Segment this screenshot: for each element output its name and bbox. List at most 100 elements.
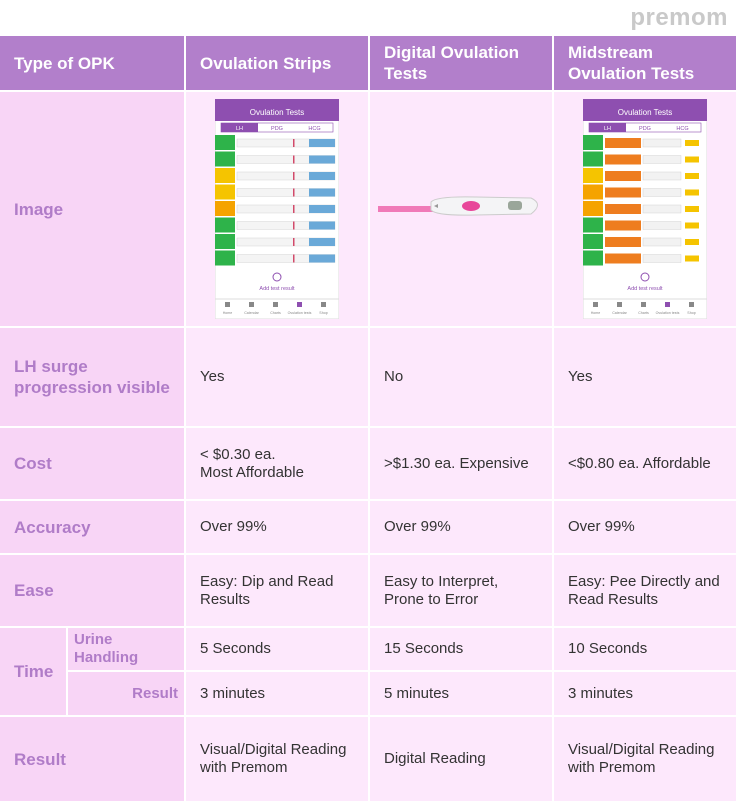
strip-line xyxy=(293,238,295,246)
cell: No xyxy=(370,328,552,426)
row-label: Accuracy xyxy=(0,501,184,553)
strip-window xyxy=(642,155,682,164)
cell: Visual/Digital Reading with Premom xyxy=(554,717,736,801)
nav-label: Calendar xyxy=(244,311,259,315)
add-icon xyxy=(272,272,282,282)
header-cell: Ovulation Strips xyxy=(186,36,368,90)
image-cell: Ovulation Tests LH PDG HCG Add test result Ho… xyxy=(186,92,368,326)
row-tag xyxy=(215,217,235,233)
row-tag xyxy=(215,201,235,216)
row-tag xyxy=(583,250,603,266)
row-tag xyxy=(583,168,603,183)
cell: < $0.30 ea. Most Affordable xyxy=(186,428,368,499)
cell: 5 minutes xyxy=(370,672,552,715)
cell: Over 99% xyxy=(370,501,552,553)
add-label: Add test result xyxy=(259,286,295,292)
row-tag xyxy=(583,135,603,150)
app-title: Ovulation Tests xyxy=(250,108,305,117)
nav-label: Home xyxy=(591,311,601,315)
app-screenshot: Ovulation Tests LH PDG HCG Add test result Ho… xyxy=(583,99,707,319)
strip-line xyxy=(293,188,295,197)
row-tag xyxy=(215,250,235,266)
row-label: Image xyxy=(0,92,184,326)
nav-icon xyxy=(249,302,254,307)
nav-label: Charts xyxy=(270,311,281,315)
row-label: Time xyxy=(0,628,66,715)
app-screenshot: Ovulation Tests LH PDG HCG Add test result Ho… xyxy=(215,99,339,319)
image-cell xyxy=(370,92,552,326)
cell: 15 Seconds xyxy=(370,628,552,670)
nav-icon xyxy=(225,302,230,307)
tab: LH xyxy=(236,126,243,132)
cell: Easy: Pee Directly and Read Results xyxy=(554,555,736,626)
nav-icon xyxy=(593,302,598,307)
strip-line xyxy=(293,254,295,263)
logo: premom xyxy=(630,4,728,31)
row-tag xyxy=(215,234,235,249)
strip xyxy=(605,138,641,148)
nav-icon xyxy=(297,302,302,307)
strip-logo xyxy=(685,140,699,146)
strip-window xyxy=(642,221,682,230)
row-label: Result xyxy=(0,717,184,801)
nav-label: Home xyxy=(223,311,233,315)
tab-active xyxy=(589,123,626,132)
nav-label: Shop xyxy=(687,311,695,315)
nav-icon xyxy=(689,302,694,307)
strip-end xyxy=(309,188,335,197)
row-tag xyxy=(215,184,235,200)
tab: PDG xyxy=(639,126,651,132)
row-label: Ease xyxy=(0,555,184,626)
strip-window xyxy=(642,237,682,247)
strip xyxy=(605,154,641,165)
cell: Digital Reading xyxy=(370,717,552,801)
strip-line xyxy=(293,155,295,164)
strip-logo xyxy=(685,206,699,212)
cell: >$1.30 ea. Expensive xyxy=(370,428,552,499)
strip-window xyxy=(642,204,682,214)
add-icon xyxy=(640,272,650,282)
cell: Over 99% xyxy=(186,501,368,553)
strip-line xyxy=(293,221,295,230)
cell: 3 minutes xyxy=(186,672,368,715)
app-title: Ovulation Tests xyxy=(618,108,673,117)
strip xyxy=(605,204,641,214)
app-bar xyxy=(215,99,339,121)
header-cell: Digital Ovulation Tests xyxy=(370,36,552,90)
row-tag xyxy=(215,151,235,167)
sub-label: Result xyxy=(68,672,184,715)
tab: LH xyxy=(604,126,611,132)
image-cell: Ovulation Tests LH PDG HCG Add test result Ho… xyxy=(554,92,736,326)
row-label: Cost xyxy=(0,428,184,499)
tab-active xyxy=(221,123,258,132)
strip-logo xyxy=(685,239,699,245)
row-tag xyxy=(583,151,603,167)
cell: Visual/Digital Reading with Premom xyxy=(186,717,368,801)
strip xyxy=(605,171,641,181)
strip-end xyxy=(309,254,335,263)
cell: Easy: Dip and Read Results xyxy=(186,555,368,626)
cell: Yes xyxy=(186,328,368,426)
strip-window xyxy=(642,254,682,263)
nav-icon xyxy=(665,302,670,307)
nav-icon xyxy=(321,302,326,307)
sub-label: Urine Handling xyxy=(68,628,184,670)
strip-window xyxy=(642,171,682,181)
cell: 3 minutes xyxy=(554,672,736,715)
strip-logo xyxy=(685,156,699,163)
nav-label: Ovulation tests xyxy=(656,311,680,315)
strip-end xyxy=(309,139,335,147)
strip-end xyxy=(309,155,335,164)
header-cell: Type of OPK xyxy=(0,36,184,90)
nav-icon xyxy=(273,302,278,307)
strip xyxy=(605,253,641,264)
strip xyxy=(605,220,641,231)
strip-end xyxy=(309,205,335,213)
nav-icon xyxy=(641,302,646,307)
strip-logo xyxy=(685,173,699,179)
strip-line xyxy=(293,172,295,180)
strip-end xyxy=(309,238,335,246)
nav-label: Shop xyxy=(319,311,327,315)
row-label: LH surge progression visible xyxy=(0,328,184,426)
